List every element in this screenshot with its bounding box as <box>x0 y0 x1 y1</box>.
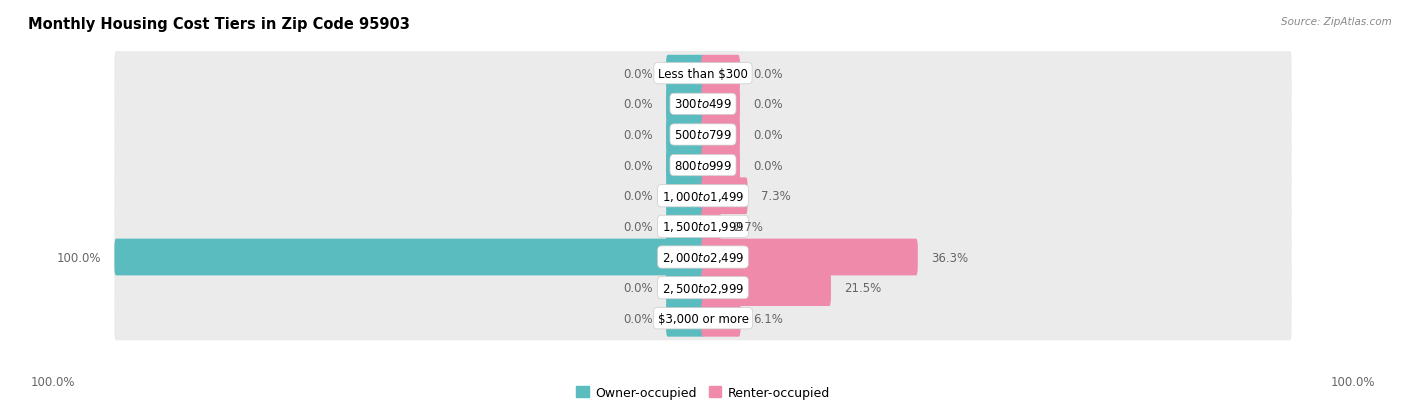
Legend: Owner-occupied, Renter-occupied: Owner-occupied, Renter-occupied <box>571 381 835 404</box>
Text: 7.3%: 7.3% <box>761 190 790 203</box>
FancyBboxPatch shape <box>702 209 721 245</box>
FancyBboxPatch shape <box>702 300 741 337</box>
FancyBboxPatch shape <box>666 86 704 123</box>
Text: 2.7%: 2.7% <box>734 220 763 233</box>
FancyBboxPatch shape <box>702 270 831 306</box>
FancyBboxPatch shape <box>114 144 1292 188</box>
Text: 0.0%: 0.0% <box>623 98 654 111</box>
FancyBboxPatch shape <box>114 205 1292 249</box>
Text: $2,000 to $2,499: $2,000 to $2,499 <box>662 250 744 264</box>
FancyBboxPatch shape <box>114 52 1292 96</box>
Text: $2,500 to $2,999: $2,500 to $2,999 <box>662 281 744 295</box>
FancyBboxPatch shape <box>702 56 740 93</box>
Text: Source: ZipAtlas.com: Source: ZipAtlas.com <box>1281 17 1392 26</box>
FancyBboxPatch shape <box>666 178 704 215</box>
FancyBboxPatch shape <box>114 235 1292 279</box>
FancyBboxPatch shape <box>114 83 1292 126</box>
Text: 0.0%: 0.0% <box>623 281 654 294</box>
FancyBboxPatch shape <box>702 117 740 154</box>
Text: $1,500 to $1,999: $1,500 to $1,999 <box>662 220 744 234</box>
FancyBboxPatch shape <box>114 113 1292 157</box>
FancyBboxPatch shape <box>666 147 704 184</box>
FancyBboxPatch shape <box>114 297 1292 340</box>
Text: 6.1%: 6.1% <box>754 312 783 325</box>
FancyBboxPatch shape <box>114 266 1292 310</box>
Text: 0.0%: 0.0% <box>752 159 783 172</box>
Text: Monthly Housing Cost Tiers in Zip Code 95903: Monthly Housing Cost Tiers in Zip Code 9… <box>28 17 411 31</box>
Text: Less than $300: Less than $300 <box>658 67 748 81</box>
Text: $3,000 or more: $3,000 or more <box>658 312 748 325</box>
Text: $800 to $999: $800 to $999 <box>673 159 733 172</box>
Text: 0.0%: 0.0% <box>752 67 783 81</box>
FancyBboxPatch shape <box>666 117 704 154</box>
FancyBboxPatch shape <box>702 86 740 123</box>
Text: 0.0%: 0.0% <box>623 190 654 203</box>
Text: $500 to $799: $500 to $799 <box>673 128 733 142</box>
Text: 36.3%: 36.3% <box>931 251 967 264</box>
FancyBboxPatch shape <box>702 178 748 215</box>
FancyBboxPatch shape <box>114 174 1292 218</box>
Text: 100.0%: 100.0% <box>1330 375 1375 388</box>
Text: 0.0%: 0.0% <box>623 159 654 172</box>
FancyBboxPatch shape <box>666 270 704 306</box>
Text: 100.0%: 100.0% <box>31 375 76 388</box>
Text: 0.0%: 0.0% <box>623 67 654 81</box>
Text: 0.0%: 0.0% <box>752 98 783 111</box>
Text: 0.0%: 0.0% <box>623 128 654 142</box>
FancyBboxPatch shape <box>702 147 740 184</box>
FancyBboxPatch shape <box>666 209 704 245</box>
Text: 0.0%: 0.0% <box>623 220 654 233</box>
Text: $1,000 to $1,499: $1,000 to $1,499 <box>662 189 744 203</box>
Text: 0.0%: 0.0% <box>752 128 783 142</box>
FancyBboxPatch shape <box>666 56 704 93</box>
Text: 21.5%: 21.5% <box>844 281 882 294</box>
FancyBboxPatch shape <box>666 300 704 337</box>
Text: 0.0%: 0.0% <box>623 312 654 325</box>
FancyBboxPatch shape <box>114 239 704 276</box>
FancyBboxPatch shape <box>702 239 918 276</box>
Text: $300 to $499: $300 to $499 <box>673 98 733 111</box>
Text: 100.0%: 100.0% <box>58 251 101 264</box>
